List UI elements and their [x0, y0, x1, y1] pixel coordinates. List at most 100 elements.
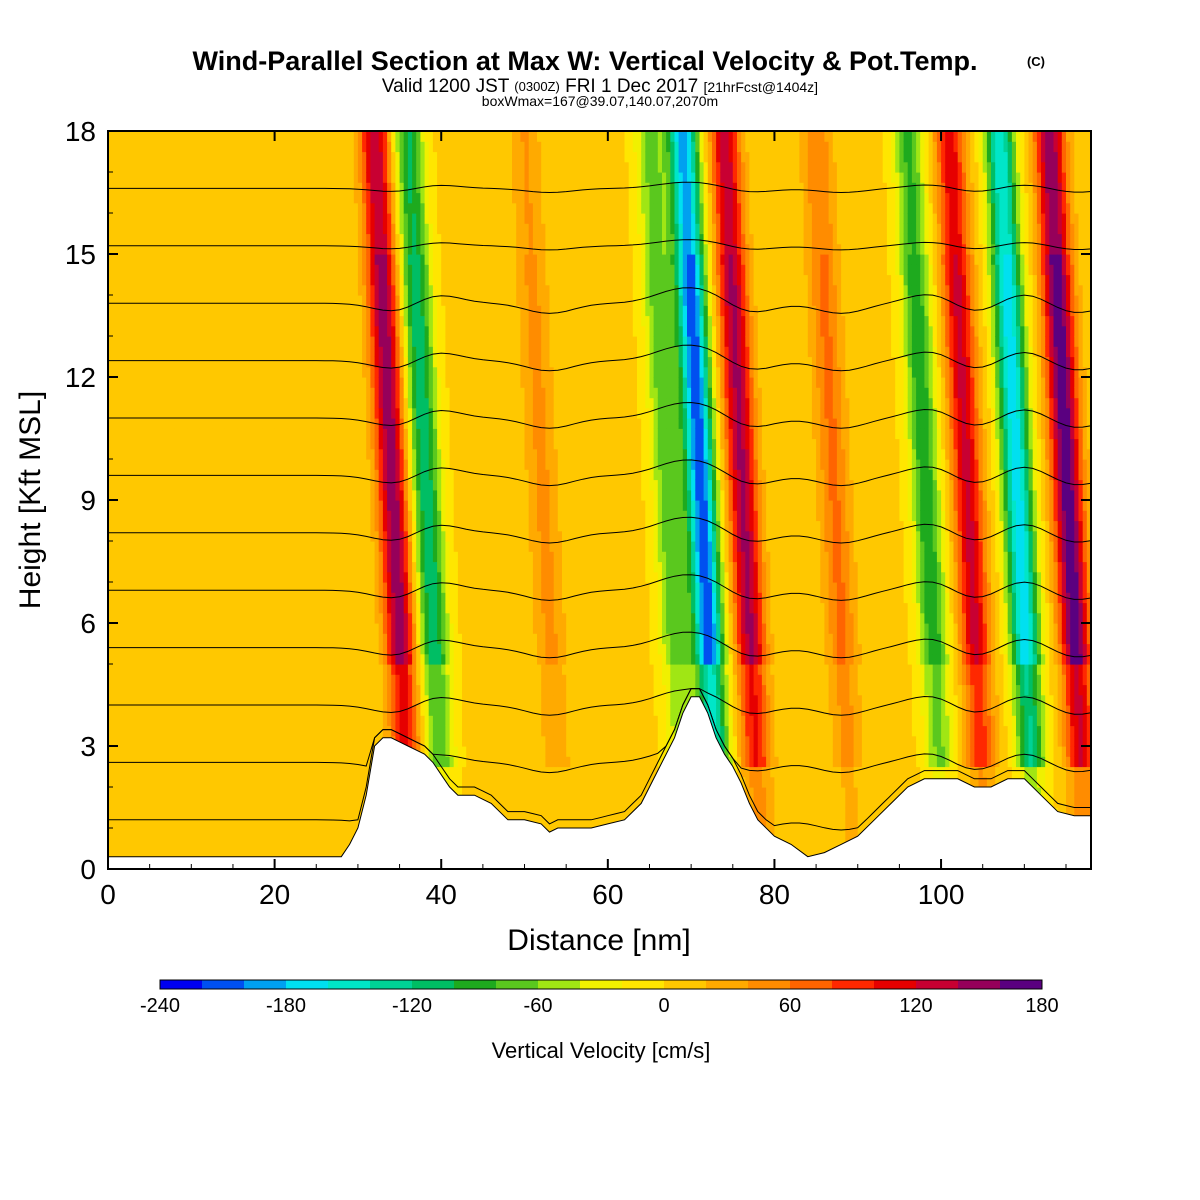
velocity-cell: [191, 500, 197, 511]
velocity-cell: [153, 612, 159, 624]
velocity-cell: [203, 541, 209, 552]
velocity-cell: [307, 161, 313, 173]
velocity-cell: [199, 694, 205, 706]
velocity-cell: [291, 459, 297, 470]
velocity-cell: [287, 664, 292, 675]
velocity-cell: [382, 264, 388, 276]
velocity-cell: [341, 520, 347, 532]
velocity-cell: [370, 582, 376, 593]
velocity-cell: [353, 397, 359, 409]
velocity-cell: [266, 684, 272, 696]
velocity-cell: [141, 254, 147, 265]
velocity-cell: [112, 305, 117, 317]
velocity-cell: [108, 582, 113, 593]
velocity-cell: [266, 551, 272, 563]
velocity-cell: [299, 161, 305, 173]
velocity-cell: [153, 295, 159, 306]
velocity-cell: [108, 643, 113, 655]
velocity-cell: [362, 356, 367, 368]
velocity-cell: [253, 202, 259, 214]
velocity-cell: [216, 612, 222, 624]
velocity-cell: [145, 756, 151, 768]
velocity-cell: [299, 561, 305, 573]
velocity-cell: [378, 356, 384, 368]
velocity-cell: [149, 295, 155, 306]
velocity-cell: [149, 828, 155, 839]
velocity-cell: [328, 705, 334, 716]
velocity-cell: [187, 684, 192, 696]
velocity-cell: [212, 243, 217, 255]
velocity-cell: [220, 192, 226, 204]
velocity-cell: [324, 202, 330, 214]
velocity-cell: [353, 592, 359, 604]
velocity-cell: [133, 418, 138, 429]
velocity-cell: [228, 489, 234, 501]
velocity-cell: [199, 848, 205, 860]
velocity-cell: [316, 705, 322, 716]
velocity-cell: [153, 828, 159, 839]
velocity-cell: [208, 377, 213, 388]
velocity-cell: [357, 428, 363, 440]
velocity-cell: [387, 254, 392, 265]
velocity-cell: [324, 756, 330, 768]
velocity-cell: [112, 715, 117, 727]
velocity-cell: [353, 643, 359, 655]
velocity-cell: [257, 489, 263, 501]
velocity-cell: [162, 336, 167, 347]
velocity-cell: [366, 561, 371, 573]
velocity-cell: [133, 500, 138, 511]
velocity-cell: [345, 295, 351, 306]
velocity-cell: [262, 797, 267, 809]
velocity-cell: [278, 623, 284, 634]
velocity-cell: [216, 715, 222, 727]
velocity-cell: [282, 243, 288, 255]
velocity-cell: [320, 848, 326, 860]
velocity-cell: [387, 510, 392, 522]
velocity-cell: [353, 756, 359, 768]
velocity-cell: [262, 571, 267, 583]
velocity-cell: [357, 325, 363, 337]
velocity-cell: [353, 428, 359, 440]
velocity-cell: [212, 315, 217, 327]
velocity-cell: [312, 848, 317, 860]
velocity-cell: [341, 664, 347, 675]
velocity-cell: [128, 674, 134, 686]
velocity-cell: [257, 192, 263, 204]
velocity-cell: [220, 541, 226, 552]
velocity-cell: [174, 838, 180, 850]
velocity-cell: [295, 510, 301, 522]
velocity-cell: [170, 202, 176, 214]
velocity-cell: [303, 172, 309, 183]
velocity-cell: [141, 715, 147, 727]
velocity-cell: [262, 254, 267, 265]
velocity-cell: [203, 705, 209, 716]
velocity-cell: [299, 530, 305, 542]
velocity-cell: [112, 787, 117, 798]
velocity-cell: [237, 161, 242, 173]
velocity-cell: [158, 715, 163, 727]
velocity-cell: [262, 684, 267, 696]
velocity-cell: [216, 469, 222, 481]
velocity-cell: [220, 510, 226, 522]
velocity-cell: [116, 735, 122, 747]
velocity-cell: [108, 161, 113, 173]
velocity-cell: [299, 612, 305, 624]
velocity-cell: [199, 131, 205, 142]
velocity-cell: [108, 315, 113, 327]
velocity-cell: [203, 305, 209, 317]
velocity-cell: [341, 828, 347, 839]
velocity-cell: [149, 192, 155, 204]
velocity-cell: [228, 705, 234, 716]
velocity-cell: [133, 623, 138, 634]
velocity-cell: [241, 756, 247, 768]
velocity-cell: [303, 623, 309, 634]
velocity-cell: [108, 346, 113, 358]
velocity-cell: [116, 141, 122, 153]
velocity-cell: [274, 233, 280, 245]
velocity-cell: [324, 213, 330, 224]
velocity-cell: [245, 653, 251, 665]
velocity-cell: [124, 264, 130, 276]
velocity-cell: [341, 602, 347, 614]
velocity-cell: [274, 141, 280, 153]
velocity-cell: [174, 141, 180, 153]
